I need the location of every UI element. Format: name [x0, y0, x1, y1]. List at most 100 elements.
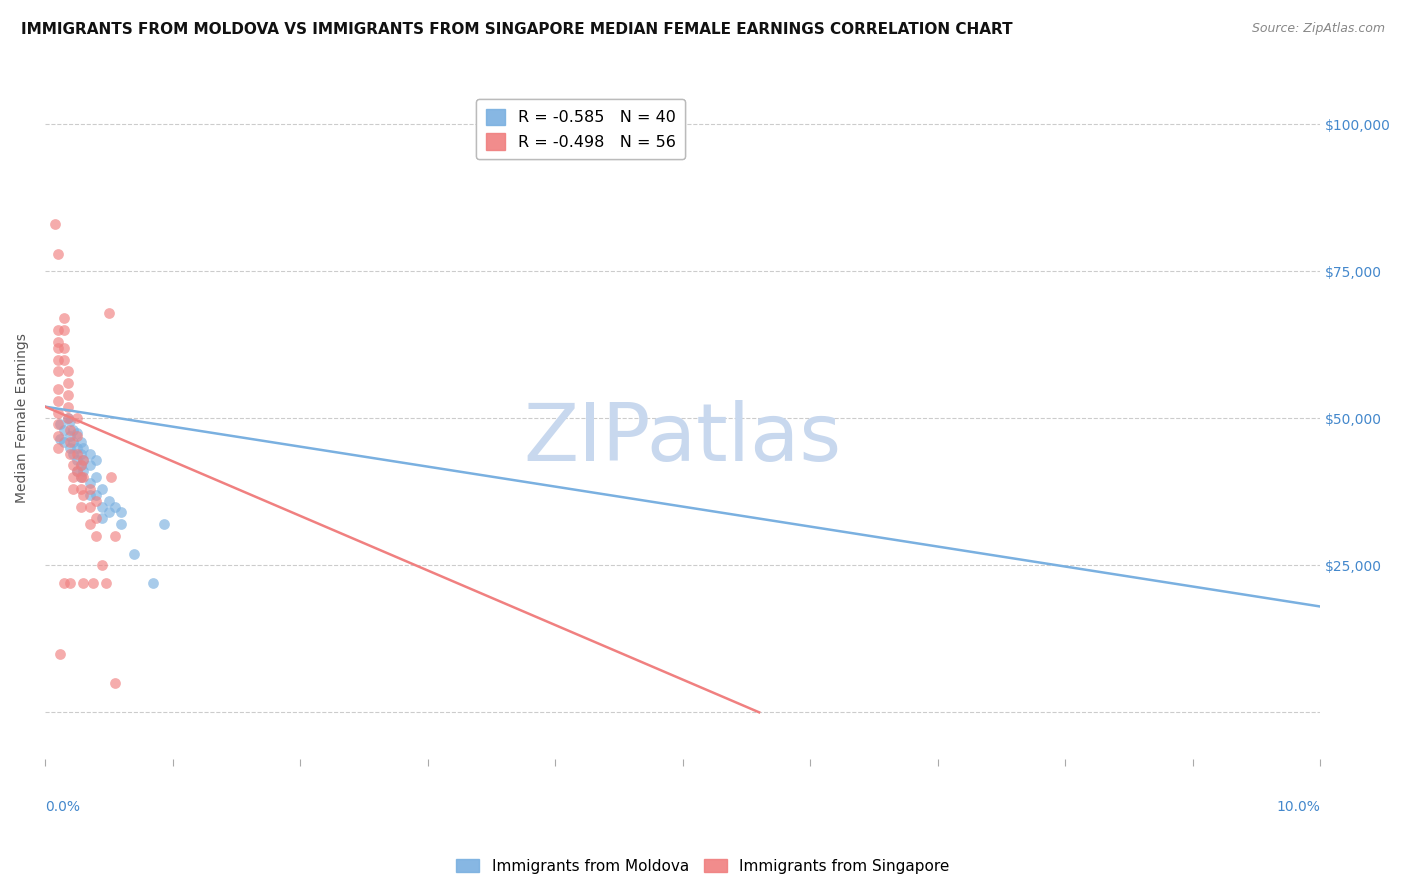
Point: [79, 482, 101, 496]
Point: [53, 434, 76, 449]
Point: [79, 458, 101, 473]
Point: [110, 505, 132, 519]
Point: [46, 247, 69, 261]
Y-axis label: Median Female Earnings: Median Female Earnings: [15, 334, 30, 503]
Point: [59, 429, 82, 443]
Point: [66, 441, 89, 455]
Point: [66, 426, 89, 441]
Point: [62, 423, 84, 437]
Point: [66, 429, 89, 443]
Point: [46, 334, 69, 349]
Point: [122, 547, 145, 561]
Point: [72, 576, 94, 591]
Point: [69, 458, 91, 473]
Point: [44, 218, 66, 232]
Point: [84, 493, 107, 508]
Text: 0.0%: 0.0%: [45, 800, 80, 814]
Point: [53, 423, 76, 437]
Point: [72, 488, 94, 502]
Point: [79, 488, 101, 502]
Point: [53, 576, 76, 591]
Point: [56, 364, 79, 378]
Point: [72, 452, 94, 467]
Point: [104, 529, 127, 543]
Point: [46, 364, 69, 378]
Point: [62, 434, 84, 449]
Point: [110, 517, 132, 532]
Point: [53, 323, 76, 337]
Point: [69, 482, 91, 496]
Point: [96, 576, 118, 591]
Point: [97, 493, 120, 508]
Point: [72, 452, 94, 467]
Point: [84, 470, 107, 484]
Point: [152, 517, 174, 532]
Point: [100, 470, 122, 484]
Text: Source: ZipAtlas.com: Source: ZipAtlas.com: [1251, 22, 1385, 36]
Point: [84, 488, 107, 502]
Point: [91, 511, 114, 525]
Point: [56, 376, 79, 391]
Point: [84, 529, 107, 543]
Point: [79, 447, 101, 461]
Point: [84, 511, 107, 525]
Point: [69, 447, 91, 461]
Point: [46, 352, 69, 367]
Point: [46, 393, 69, 408]
Point: [62, 458, 84, 473]
Point: [79, 476, 101, 491]
Point: [59, 423, 82, 437]
Point: [66, 452, 89, 467]
Point: [49, 417, 72, 432]
Legend: Immigrants from Moldova, Immigrants from Singapore: Immigrants from Moldova, Immigrants from…: [450, 853, 956, 880]
Point: [66, 447, 89, 461]
Point: [49, 432, 72, 446]
Point: [59, 434, 82, 449]
Point: [46, 323, 69, 337]
Point: [91, 558, 114, 573]
Point: [69, 458, 91, 473]
Point: [72, 441, 94, 455]
Point: [59, 414, 82, 428]
Text: ZIPatlas: ZIPatlas: [523, 400, 842, 478]
Point: [72, 464, 94, 478]
Point: [56, 411, 79, 425]
Point: [46, 429, 69, 443]
Point: [62, 470, 84, 484]
Point: [49, 647, 72, 661]
Point: [79, 500, 101, 514]
Point: [53, 352, 76, 367]
Point: [46, 405, 69, 419]
Point: [84, 452, 107, 467]
Point: [69, 470, 91, 484]
Point: [66, 464, 89, 478]
Legend: R = -0.585   N = 40, R = -0.498   N = 56: R = -0.585 N = 40, R = -0.498 N = 56: [477, 99, 685, 160]
Point: [59, 447, 82, 461]
Point: [66, 464, 89, 478]
Point: [97, 505, 120, 519]
Point: [56, 400, 79, 414]
Point: [56, 411, 79, 425]
Point: [91, 500, 114, 514]
Text: IMMIGRANTS FROM MOLDOVA VS IMMIGRANTS FROM SINGAPORE MEDIAN FEMALE EARNINGS CORR: IMMIGRANTS FROM MOLDOVA VS IMMIGRANTS FR…: [21, 22, 1012, 37]
Point: [62, 447, 84, 461]
Point: [46, 417, 69, 432]
Point: [97, 305, 120, 319]
Point: [59, 441, 82, 455]
Point: [46, 441, 69, 455]
Point: [46, 341, 69, 355]
Text: 10.0%: 10.0%: [1277, 800, 1320, 814]
Point: [46, 382, 69, 396]
Point: [104, 500, 127, 514]
Point: [66, 411, 89, 425]
Point: [69, 434, 91, 449]
Point: [104, 676, 127, 690]
Point: [72, 470, 94, 484]
Point: [53, 311, 76, 326]
Point: [69, 500, 91, 514]
Point: [142, 576, 165, 591]
Point: [53, 341, 76, 355]
Point: [59, 576, 82, 591]
Point: [82, 576, 104, 591]
Point: [91, 482, 114, 496]
